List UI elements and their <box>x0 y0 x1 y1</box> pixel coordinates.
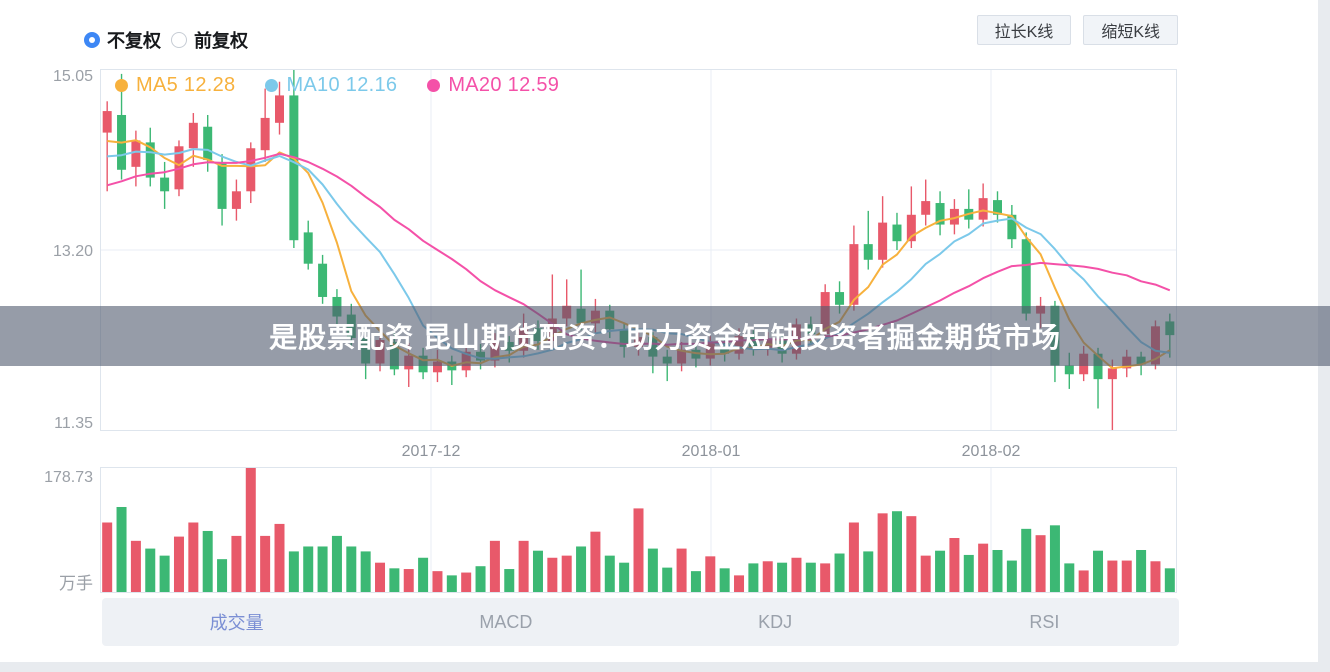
volume-axis-max-label: 178.73 <box>44 469 93 486</box>
ma20-dot-icon <box>427 79 441 92</box>
volume-axis-unit-label: 万手 <box>59 574 93 593</box>
volume-chart[interactable] <box>100 467 1177 594</box>
adjustment-radio-group: 不复权 前复权 <box>84 27 248 53</box>
lengthen-kline-button[interactable]: 拉长K线 <box>976 15 1072 45</box>
legend-ma10: MA10 12.16 <box>265 74 397 97</box>
date-label-2018-01: 2018-01 <box>681 443 741 460</box>
radio-forward-adjustment-label: 前复权 <box>194 31 248 51</box>
date-label-2017-12: 2017-12 <box>401 443 461 460</box>
candlestick-chart[interactable] <box>100 69 1177 431</box>
price-axis-min-label: 11.35 <box>54 415 93 432</box>
headline-overlay-banner: 是股票配资 昆山期货配资：助力资金短缺投资者掘金期货市场 <box>0 306 1330 366</box>
date-label-2018-02: 2018-02 <box>961 443 1021 460</box>
shorten-kline-button[interactable]: 缩短K线 <box>1083 15 1178 45</box>
tab-rsi[interactable]: RSI <box>1029 611 1060 632</box>
radio-no-adjustment-label: 不复权 <box>107 31 161 51</box>
indicator-tabbar: 成交量 MACD KDJ RSI <box>102 598 1179 646</box>
radio-forward-adjustment[interactable]: 前复权 <box>171 27 248 53</box>
legend-ma5: MA5 12.28 <box>115 74 235 97</box>
legend-ma20: MA20 12.59 <box>427 74 559 97</box>
price-axis-max-label: 15.05 <box>52 68 93 85</box>
radio-selected-icon[interactable] <box>84 32 100 48</box>
kline-button-group: 拉长K线 缩短K线 <box>976 15 1178 45</box>
radio-unselected-icon[interactable] <box>171 32 187 48</box>
price-axis-mid-label: 13.20 <box>52 243 93 260</box>
ma20-label: MA20 12.59 <box>448 74 560 96</box>
headline-text: 是股票配资 昆山期货配资：助力资金短缺投资者掘金期货市场 <box>269 322 1061 353</box>
tab-kdj[interactable]: KDJ <box>758 611 793 632</box>
tab-macd[interactable]: MACD <box>479 611 533 632</box>
ma5-label: MA5 12.28 <box>136 74 236 96</box>
ma5-dot-icon <box>115 79 128 92</box>
ma10-dot-icon <box>265 79 279 92</box>
radio-no-adjustment[interactable]: 不复权 <box>84 27 161 53</box>
tab-volume[interactable]: 成交量 <box>209 613 264 633</box>
ma-legend: MA5 12.28 MA10 12.16 MA20 12.59 <box>115 74 559 97</box>
ma10-label: MA10 12.16 <box>286 74 398 96</box>
